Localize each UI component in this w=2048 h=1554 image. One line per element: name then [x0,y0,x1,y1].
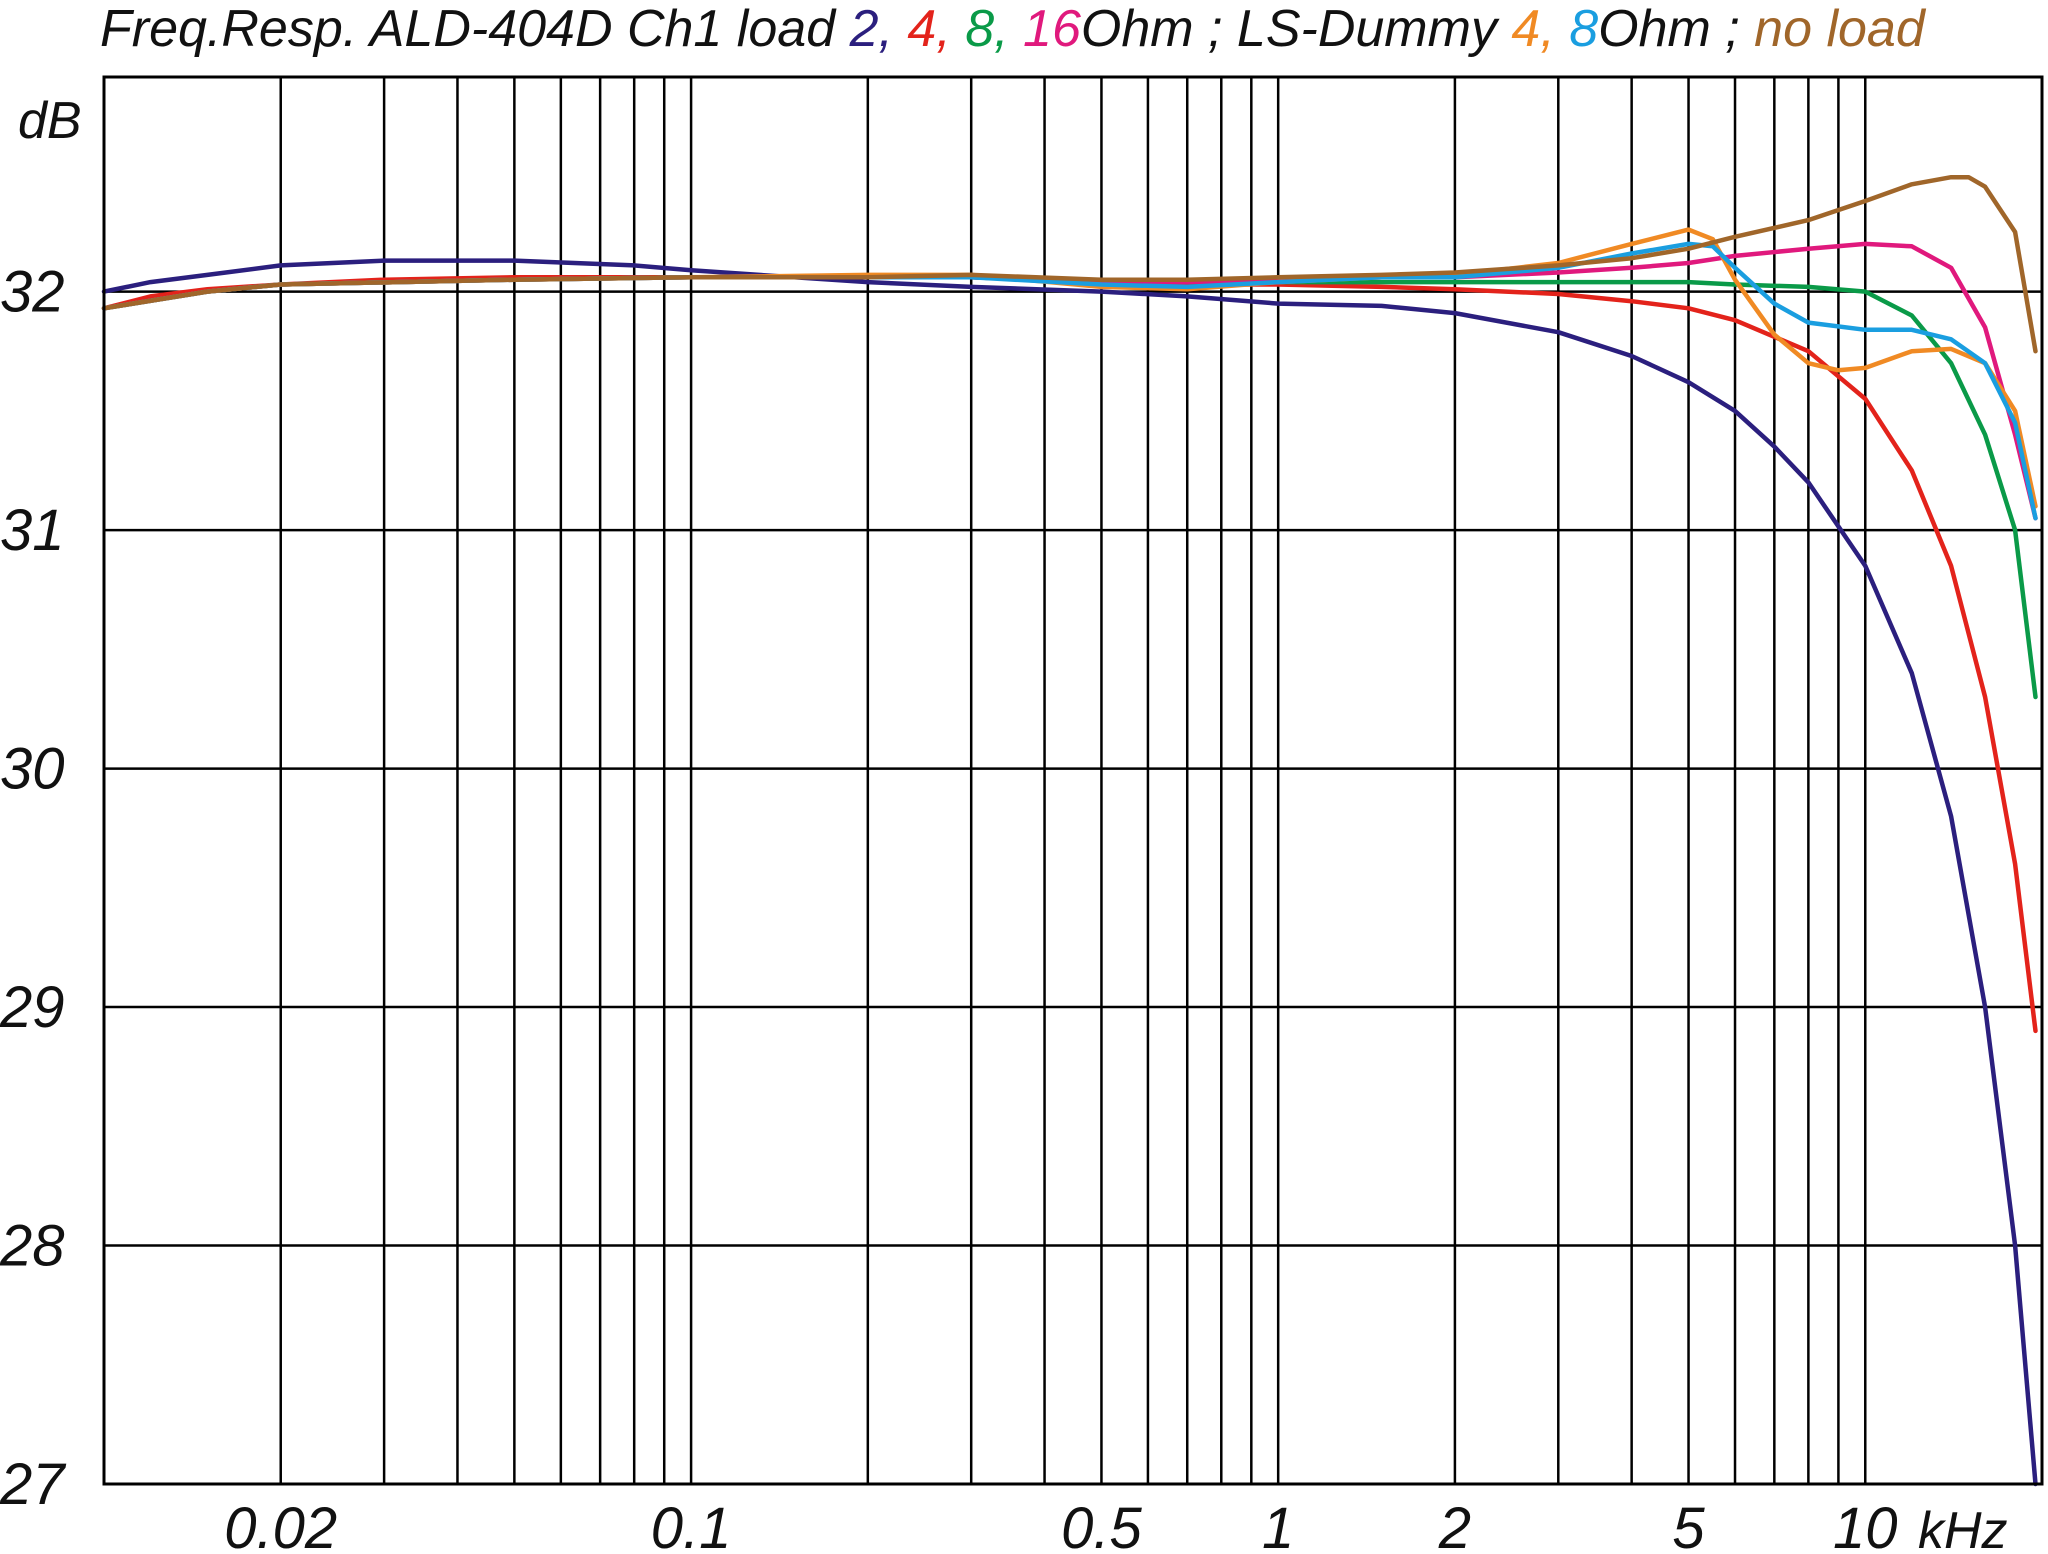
series-line-0 [101,258,2038,1487]
y-tick-label: 28 [0,1214,65,1279]
title-dummy-0: 4 [1511,0,1540,58]
title-load-3: , [936,0,965,58]
series-lines [101,174,2038,1487]
y-tick-label: 30 [0,737,65,802]
series-line-6 [101,174,2038,354]
x-axis-unit-label: kHz [1918,1502,2008,1554]
title-dummy-2: 8 [1569,0,1598,58]
title-prefix: Freq.Resp. ALD-404D Ch1 load [100,0,850,58]
y-axis-unit-label: dB [18,92,82,150]
x-tick-label: 0.02 [224,1496,337,1554]
x-tick-label: 5 [1672,1496,1705,1554]
series-line-4 [101,227,2038,509]
title-load-6: 16 [1023,0,1081,58]
plot-frame [102,75,2044,1486]
title-dummy-1: , [1540,0,1569,58]
x-tick-label: 0.5 [1061,1496,1142,1554]
title-no-load: no load [1754,0,1927,58]
title-load-5: , [994,0,1023,58]
y-tick-label: 31 [0,498,65,563]
y-tick-label: 32 [0,260,65,325]
tick-labels: 0.02 0.1 0.5 1 2 5 10 27 28 29 30 31 32 [0,260,1898,1554]
x-tick-label: 10 [1833,1496,1898,1554]
title-load-2: 4 [907,0,936,58]
series-line-2 [101,275,2038,700]
y-tick-label: 27 [0,1452,67,1517]
x-tick-label: 0.1 [651,1496,732,1554]
y-tick-label: 29 [0,975,65,1040]
title-load-0: 2 [849,0,879,58]
title-mid: Ohm ; LS-Dummy [1081,0,1512,58]
title-load-1: , [878,0,907,58]
title-tail: Ohm ; [1598,0,1754,58]
x-tick-label: 2 [1438,1496,1471,1554]
grid [104,77,2044,1486]
x-tick-label: 1 [1262,1496,1294,1554]
chart-title: Freq.Resp. ALD-404D Ch1 load 2, 4, 8, 16… [100,0,1927,58]
title-load-4: 8 [965,0,994,58]
series-line-1 [101,275,2038,1034]
